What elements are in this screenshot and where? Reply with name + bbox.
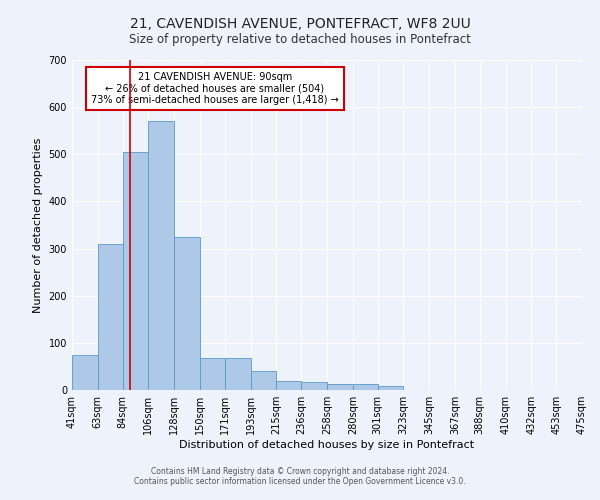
Bar <box>200 358 225 390</box>
Text: Contains public sector information licensed under the Open Government Licence v3: Contains public sector information licen… <box>134 477 466 486</box>
Bar <box>174 237 200 390</box>
Bar <box>225 358 251 390</box>
Bar <box>301 382 327 390</box>
Y-axis label: Number of detached properties: Number of detached properties <box>33 138 43 312</box>
Bar <box>353 384 377 390</box>
Bar <box>98 244 122 390</box>
Bar <box>327 384 353 390</box>
Text: 21, CAVENDISH AVENUE, PONTEFRACT, WF8 2UU: 21, CAVENDISH AVENUE, PONTEFRACT, WF8 2U… <box>130 18 470 32</box>
Bar <box>251 371 277 390</box>
Bar <box>122 152 148 390</box>
Text: Size of property relative to detached houses in Pontefract: Size of property relative to detached ho… <box>129 32 471 46</box>
Text: 21 CAVENDISH AVENUE: 90sqm
← 26% of detached houses are smaller (504)
73% of sem: 21 CAVENDISH AVENUE: 90sqm ← 26% of deta… <box>91 72 338 105</box>
Bar <box>72 354 98 390</box>
Bar <box>377 386 403 390</box>
Bar <box>148 122 174 390</box>
Text: Contains HM Land Registry data © Crown copyright and database right 2024.: Contains HM Land Registry data © Crown c… <box>151 467 449 476</box>
X-axis label: Distribution of detached houses by size in Pontefract: Distribution of detached houses by size … <box>179 440 475 450</box>
Bar <box>277 380 301 390</box>
